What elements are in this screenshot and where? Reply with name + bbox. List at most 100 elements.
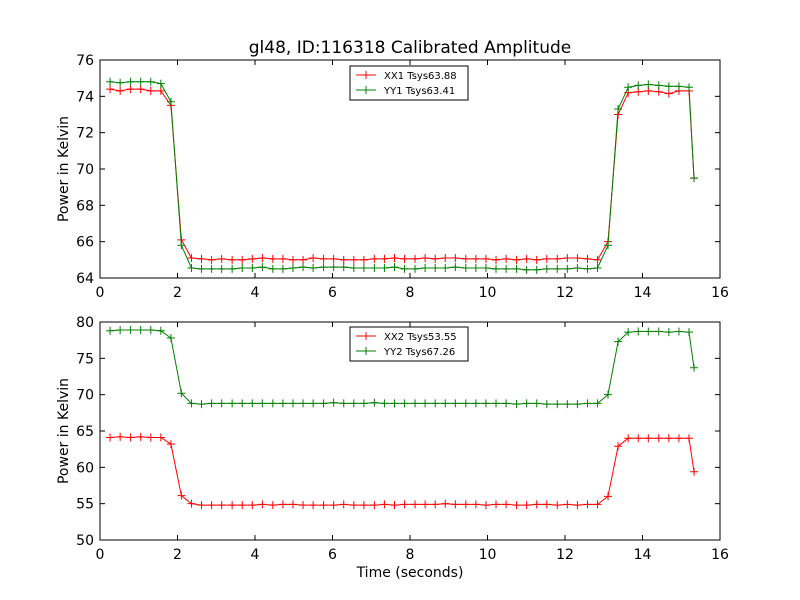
data-point xyxy=(690,174,699,183)
data-point xyxy=(421,264,430,273)
data-point xyxy=(136,85,145,94)
data-point xyxy=(583,500,592,509)
data-point xyxy=(228,501,237,510)
data-point xyxy=(339,500,348,509)
x-tick-label: 4 xyxy=(251,285,260,301)
data-point xyxy=(532,265,541,274)
data-point xyxy=(248,264,257,273)
data-point xyxy=(674,327,683,336)
data-point xyxy=(481,254,490,263)
data-point xyxy=(380,399,389,408)
data-point xyxy=(207,501,216,510)
data-point xyxy=(664,328,673,337)
data-point xyxy=(136,325,145,334)
series-line xyxy=(110,436,695,506)
data-point xyxy=(532,255,541,264)
x-tick-label: 2 xyxy=(173,285,182,301)
bottom-panel: 0 2 4 6 8 10 12 14 16 50 55 60 65 70 75 80 Power in Kelv… xyxy=(56,315,729,581)
data-point xyxy=(593,500,602,509)
x-tick-label: 6 xyxy=(328,547,337,563)
data-point xyxy=(471,254,480,263)
data-point xyxy=(116,432,125,441)
data-point xyxy=(187,254,196,263)
data-point xyxy=(156,326,165,335)
data-point xyxy=(411,254,420,263)
data-point xyxy=(481,399,490,408)
data-point xyxy=(197,501,206,510)
data-point xyxy=(146,86,155,95)
y-tick-label: 74 xyxy=(76,89,94,105)
data-point xyxy=(166,97,175,106)
data-point xyxy=(481,501,490,510)
data-point xyxy=(664,82,673,91)
y-tick-label: 64 xyxy=(76,271,94,287)
data-point xyxy=(370,501,379,510)
data-point xyxy=(431,264,440,273)
data-point xyxy=(624,328,633,337)
data-point xyxy=(370,398,379,407)
data-point xyxy=(258,399,267,408)
x-tick-label: 6 xyxy=(328,285,337,301)
x-tick-label: 0 xyxy=(96,547,105,563)
data-point xyxy=(421,500,430,509)
data-point xyxy=(431,399,440,408)
data-point xyxy=(319,399,328,408)
data-point xyxy=(634,434,643,443)
x-tick-label: 8 xyxy=(406,547,415,563)
data-point xyxy=(116,325,125,334)
data-point xyxy=(563,400,572,409)
data-point xyxy=(106,77,115,86)
data-point xyxy=(339,255,348,264)
data-point xyxy=(136,77,145,86)
data-point xyxy=(451,263,460,272)
data-point xyxy=(573,264,582,273)
data-point xyxy=(268,264,277,273)
y-tick-label: 55 xyxy=(76,497,94,513)
data-point xyxy=(664,89,673,98)
series-0 xyxy=(106,85,699,264)
data-point xyxy=(573,501,582,510)
legend-label: YY2 Tsys67.26 xyxy=(383,347,455,358)
x-tick-label: 16 xyxy=(711,547,729,563)
data-point xyxy=(299,263,308,272)
data-point xyxy=(461,254,470,263)
data-point xyxy=(390,254,399,263)
data-point xyxy=(370,254,379,263)
x-tick-label: 10 xyxy=(479,547,497,563)
series-1 xyxy=(106,77,699,274)
data-point xyxy=(411,399,420,408)
data-point xyxy=(532,500,541,509)
data-point xyxy=(278,399,287,408)
data-point xyxy=(542,400,551,409)
data-point xyxy=(471,399,480,408)
legend: XX2 Tsys53.55 YY2 Tsys67.26 xyxy=(349,326,469,362)
data-point xyxy=(481,264,490,273)
data-point xyxy=(522,265,531,274)
legend-marker xyxy=(362,347,370,355)
y-tick-label: 75 xyxy=(76,351,94,367)
data-point xyxy=(349,264,358,273)
data-point xyxy=(400,254,409,263)
data-point xyxy=(177,241,186,250)
data-point xyxy=(502,399,511,408)
data-point xyxy=(309,254,318,263)
data-point xyxy=(329,263,338,272)
x-tick-label: 2 xyxy=(173,547,182,563)
data-point xyxy=(573,400,582,409)
data-point xyxy=(400,399,409,408)
data-point xyxy=(634,327,643,336)
data-point xyxy=(390,399,399,408)
y-tick-label: 66 xyxy=(76,235,94,251)
data-point xyxy=(624,83,633,92)
data-point xyxy=(542,254,551,263)
y-tick-label: 68 xyxy=(76,198,94,214)
data-point xyxy=(553,400,562,409)
data-point xyxy=(532,399,541,408)
data-point xyxy=(166,333,175,342)
y-tick-label: 60 xyxy=(76,460,94,476)
data-point xyxy=(126,77,135,86)
data-point xyxy=(563,500,572,509)
x-tick-label: 4 xyxy=(251,547,260,563)
data-point xyxy=(258,254,267,263)
